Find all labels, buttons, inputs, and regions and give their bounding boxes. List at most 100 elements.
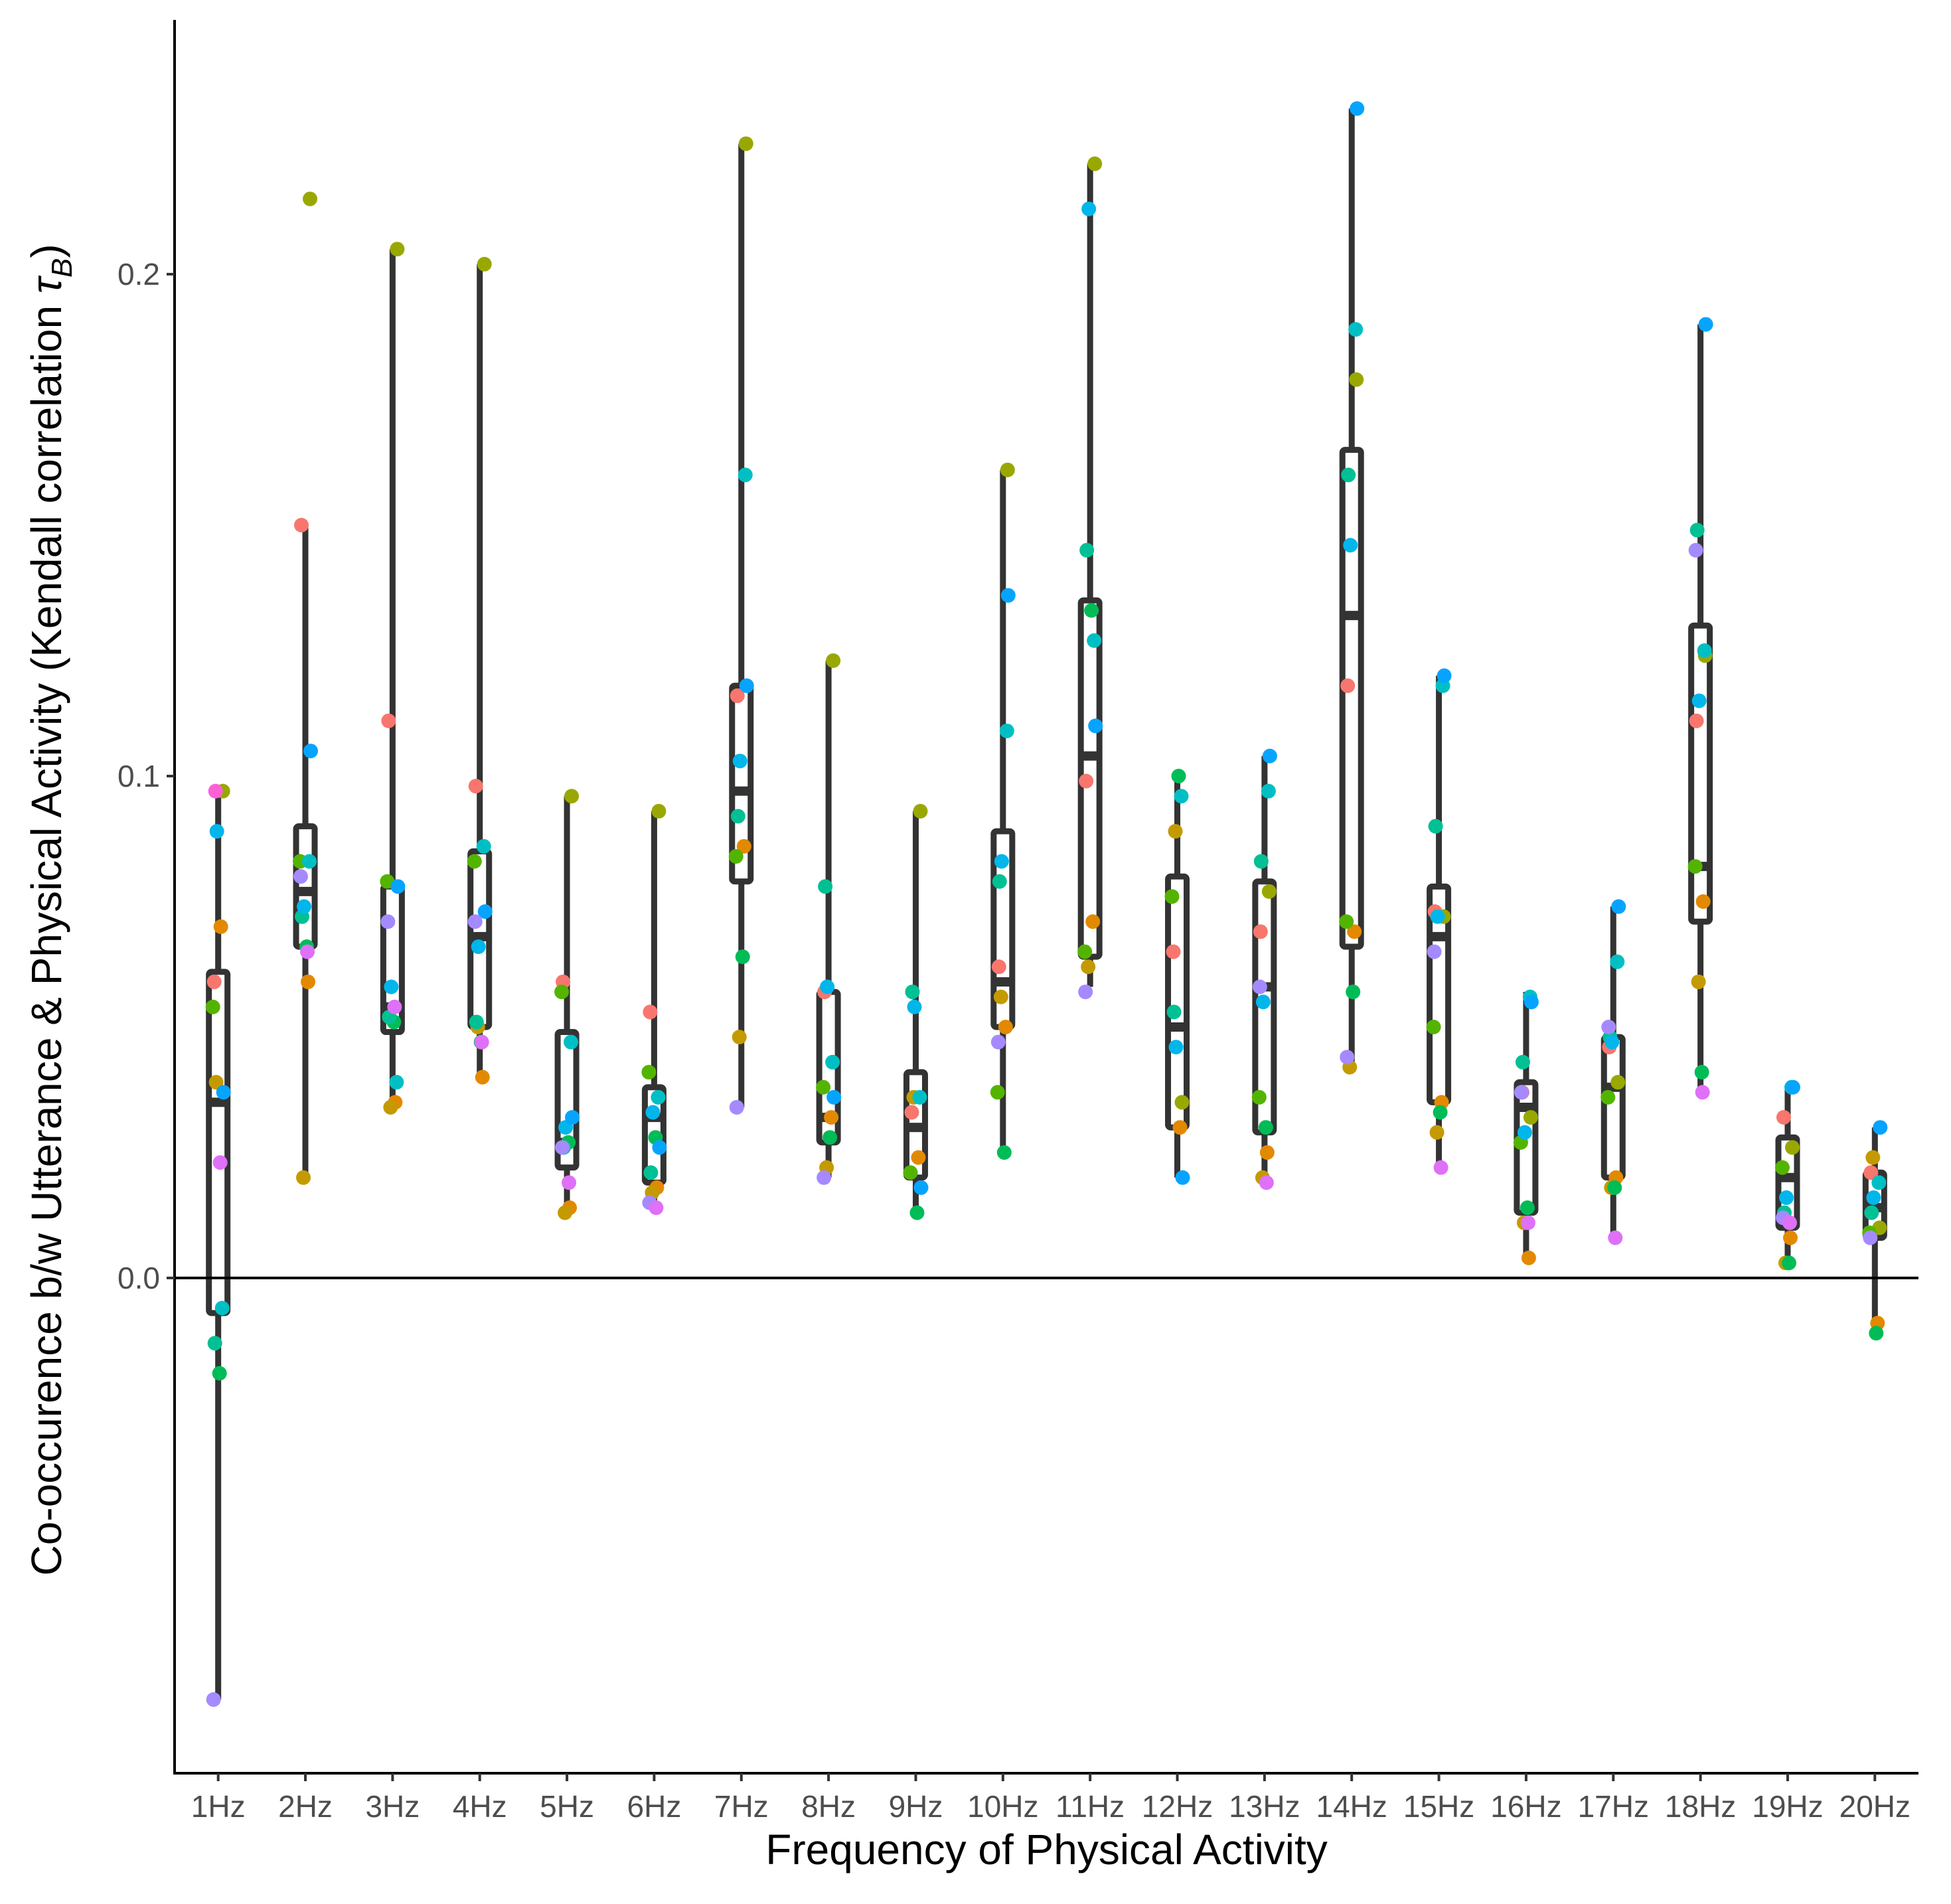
data-point-12hz-3 — [1168, 824, 1183, 839]
x-tick-label-20hz: 20Hz — [1839, 1789, 1911, 1824]
data-point-13hz-2 — [1259, 1145, 1275, 1160]
data-point-5hz-11 — [555, 1140, 570, 1155]
data-point-12hz-7 — [1166, 1004, 1182, 1020]
data-point-13hz-11 — [1252, 979, 1267, 994]
data-point-5hz-10 — [565, 1110, 580, 1125]
data-point-4hz-9 — [471, 939, 486, 955]
data-point-13hz-10 — [1262, 748, 1277, 763]
data-point-16hz-12 — [1520, 1215, 1535, 1230]
data-point-7hz-6 — [735, 949, 750, 965]
data-point-17hz-9 — [1604, 1034, 1620, 1050]
data-point-11hz-7 — [1079, 542, 1095, 558]
x-tick-label-1hz: 1Hz — [191, 1789, 246, 1824]
data-point-19hz-9 — [1778, 1190, 1794, 1206]
data-point-2hz-1 — [294, 518, 309, 532]
axes-layer — [173, 20, 1918, 1775]
data-point-12hz-8 — [1174, 789, 1189, 804]
data-point-18hz-8 — [1697, 643, 1712, 658]
data-point-14hz-7 — [1341, 467, 1356, 483]
data-point-19hz-1 — [1776, 1110, 1791, 1125]
data-point-14hz-5 — [1339, 914, 1354, 929]
data-point-15hz-12 — [1433, 1160, 1448, 1175]
data-point-7hz-9 — [732, 754, 747, 769]
data-point-20hz-3 — [1865, 1150, 1881, 1165]
x-tick-label-19hz: 19Hz — [1752, 1789, 1823, 1824]
data-point-17hz-6 — [1607, 1180, 1622, 1195]
data-point-15hz-7 — [1428, 819, 1443, 834]
data-point-7hz-2 — [736, 838, 751, 854]
data-point-11hz-9 — [1081, 201, 1097, 216]
data-point-10hz-9 — [994, 854, 1009, 869]
data-point-1hz-10 — [216, 1085, 231, 1100]
x-tick-label-9hz: 9Hz — [889, 1789, 943, 1824]
data-point-16hz-10 — [1523, 994, 1539, 1010]
data-point-9hz-5 — [903, 1165, 918, 1180]
data-point-20hz-10 — [1873, 1120, 1888, 1135]
data-point-4hz-10 — [477, 904, 493, 919]
data-point-5hz-3 — [558, 1205, 573, 1220]
y-tick-label: 0.1 — [117, 759, 160, 793]
x-tick-label-10hz: 10Hz — [967, 1789, 1038, 1824]
data-point-20hz-7 — [1864, 1205, 1879, 1220]
data-point-1hz-13 — [208, 783, 223, 799]
data-point-10hz-11 — [990, 1034, 1006, 1050]
data-point-15hz-3 — [1429, 1125, 1444, 1140]
data-point-1hz-7 — [207, 1336, 222, 1351]
x-ticks: 1Hz 2Hz 3Hz 4Hz 5Hz 6Hz 7Hz 8Hz 9Hz 10Hz 11Hz 12Hz 1… — [191, 1773, 1911, 1824]
data-point-16hz-6 — [1520, 1200, 1535, 1216]
data-point-13hz-4 — [1261, 884, 1277, 899]
data-point-17hz-10 — [1611, 899, 1626, 914]
data-point-3hz-8 — [389, 1075, 404, 1090]
y-tick-label: 0.0 — [117, 1261, 160, 1295]
y-axis-title-main: Co-occurence b/w Utterance & Physical Ac… — [23, 293, 70, 1576]
data-point-4hz-7 — [469, 1014, 484, 1030]
y-ticks: 0.0 0.1 0.2 — [117, 257, 175, 1295]
x-tick-label-3hz: 3Hz — [365, 1789, 420, 1824]
data-point-14hz-1 — [1340, 678, 1356, 693]
data-point-14hz-4 — [1349, 372, 1364, 387]
data-point-8hz-9 — [820, 979, 835, 994]
data-point-17hz-11 — [1601, 1020, 1616, 1034]
y-tick-label: 0.2 — [117, 257, 160, 291]
data-point-4hz-5 — [467, 854, 482, 869]
x-tick-label-7hz: 7Hz — [714, 1789, 769, 1824]
data-point-4hz-4 — [477, 256, 492, 272]
x-tick-label-5hz: 5Hz — [540, 1789, 594, 1824]
data-point-1hz-3 — [208, 1075, 224, 1090]
box-18hz — [1688, 622, 1713, 925]
data-point-18hz-12 — [1695, 1085, 1710, 1100]
data-point-1hz-2 — [213, 919, 228, 934]
whiskers-layer — [215, 108, 1878, 1700]
box-1hz — [206, 969, 231, 1316]
data-point-8hz-10 — [826, 1089, 842, 1105]
data-point-11hz-11 — [1078, 985, 1093, 1000]
points-layer — [205, 101, 1888, 1707]
data-point-19hz-10 — [1785, 1079, 1800, 1095]
data-point-1hz-12 — [212, 1155, 228, 1170]
data-point-7hz-7 — [730, 809, 745, 824]
data-point-4hz-8 — [476, 838, 491, 854]
data-point-15hz-6 — [1433, 1105, 1448, 1120]
data-point-19hz-4 — [1784, 1140, 1800, 1155]
data-point-17hz-5 — [1600, 1089, 1616, 1105]
data-point-2hz-11 — [293, 869, 309, 884]
data-point-11hz-5 — [1077, 944, 1093, 959]
data-point-7hz-10 — [739, 678, 754, 693]
data-point-17hz-4 — [1610, 1075, 1626, 1090]
data-point-3hz-4 — [390, 242, 405, 257]
data-point-15hz-5 — [1426, 1020, 1441, 1034]
x-tick-label-11hz: 11Hz — [1055, 1789, 1125, 1824]
data-point-13hz-7 — [1253, 854, 1269, 869]
data-point-20hz-8 — [1871, 1175, 1887, 1190]
data-point-16hz-2 — [1521, 1250, 1536, 1265]
data-point-17hz-12 — [1608, 1230, 1623, 1245]
data-point-3hz-11 — [380, 914, 396, 929]
data-point-3hz-9 — [384, 979, 399, 994]
data-point-12hz-1 — [1166, 944, 1181, 959]
y-axis-title-symbol: τ — [23, 275, 70, 293]
data-point-10hz-6 — [996, 1145, 1012, 1160]
data-point-3hz-12 — [387, 999, 402, 1014]
data-point-1hz-8 — [214, 1301, 230, 1316]
data-point-2hz-12 — [300, 944, 315, 959]
data-point-6hz-5 — [641, 1065, 657, 1080]
